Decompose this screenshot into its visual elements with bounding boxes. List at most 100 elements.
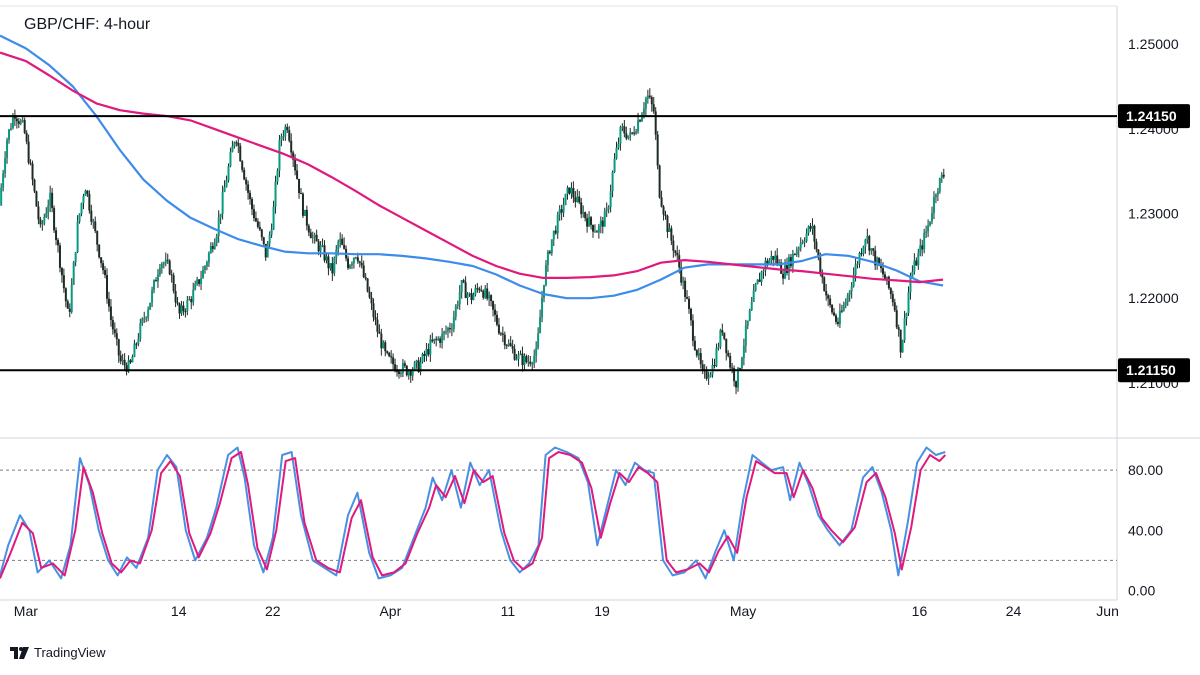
candle-body-177 bbox=[347, 258, 350, 269]
candle-body-195 bbox=[382, 342, 385, 349]
candle-body-271 bbox=[531, 363, 534, 365]
candle-body-151 bbox=[296, 170, 299, 179]
candle-body-307 bbox=[601, 220, 604, 227]
candle-body-226 bbox=[443, 331, 446, 334]
candle-body-340 bbox=[666, 215, 669, 232]
candle-body-286 bbox=[560, 209, 563, 213]
candle-body-71 bbox=[139, 323, 142, 339]
candle-body-471 bbox=[923, 233, 926, 250]
candle-body-173 bbox=[339, 238, 342, 242]
candle-body-129 bbox=[252, 209, 255, 219]
candle-body-344 bbox=[674, 250, 677, 253]
candle-body-415 bbox=[813, 225, 816, 242]
candle-body-460 bbox=[901, 340, 904, 353]
oscillator-axis[interactable]: 80.00 40.00 0.00 bbox=[1128, 462, 1163, 598]
level-label-0: 1.24150 bbox=[1126, 108, 1177, 124]
candle-body-464 bbox=[909, 277, 912, 293]
candle-body-61 bbox=[119, 355, 122, 362]
candle-body-95 bbox=[186, 300, 189, 312]
candle-body-85 bbox=[166, 259, 169, 261]
candle-body-372 bbox=[729, 355, 732, 368]
candle-body-196 bbox=[384, 342, 387, 352]
candle-body-118 bbox=[231, 146, 234, 153]
time-tick-9: Jun bbox=[1096, 603, 1119, 619]
candle-body-285 bbox=[558, 209, 561, 215]
candle-body-23 bbox=[45, 212, 48, 218]
horizontal-levels[interactable]: 1.24150 1.21150 bbox=[0, 104, 1190, 383]
candle-body-291 bbox=[570, 187, 573, 194]
candle-body-31 bbox=[60, 267, 63, 276]
candle-body-10 bbox=[19, 120, 22, 124]
candle-body-443 bbox=[868, 236, 871, 251]
candle-body-128 bbox=[251, 199, 254, 210]
candle-body-2 bbox=[4, 157, 7, 174]
candle-body-312 bbox=[611, 172, 614, 192]
tradingview-logo[interactable]: TradingView bbox=[10, 645, 106, 660]
candle-body-210 bbox=[411, 370, 414, 376]
candle-body-116 bbox=[227, 166, 230, 181]
candle-body-290 bbox=[568, 187, 571, 194]
candle-body-258 bbox=[505, 345, 508, 347]
candle-body-386 bbox=[756, 279, 759, 285]
candle-body-69 bbox=[135, 343, 138, 345]
candle-body-76 bbox=[149, 302, 152, 310]
candle-body-11 bbox=[21, 120, 24, 122]
candle-body-309 bbox=[605, 209, 608, 212]
candle-body-451 bbox=[883, 274, 886, 279]
candle-body-34 bbox=[66, 301, 69, 309]
candle-body-389 bbox=[762, 270, 765, 272]
candle-body-337 bbox=[660, 197, 663, 207]
candle-body-201 bbox=[394, 364, 397, 372]
candle-body-29 bbox=[57, 239, 60, 246]
candle-body-91 bbox=[178, 303, 181, 314]
candle-body-278 bbox=[544, 264, 547, 285]
candle-body-53 bbox=[104, 270, 107, 276]
candle-body-420 bbox=[823, 277, 826, 291]
candle-body-110 bbox=[215, 236, 218, 244]
candle-body-447 bbox=[876, 257, 879, 266]
candle-body-107 bbox=[209, 245, 212, 254]
candle-body-16 bbox=[31, 163, 34, 180]
candle-body-221 bbox=[433, 338, 436, 342]
candle-body-32 bbox=[62, 275, 65, 289]
time-tick-7: 16 bbox=[912, 603, 928, 619]
candle-body-27 bbox=[53, 208, 56, 231]
candle-body-159 bbox=[311, 237, 314, 239]
candle-body-341 bbox=[668, 228, 671, 232]
candle-body-22 bbox=[43, 217, 46, 224]
candle-body-470 bbox=[921, 245, 924, 250]
candle-body-316 bbox=[619, 127, 622, 144]
time-axis[interactable]: Mar 14 22 Apr 11 19 May 16 24 Jun bbox=[14, 603, 1119, 619]
candle-body-331 bbox=[648, 95, 651, 98]
candle-body-21 bbox=[41, 223, 44, 225]
candle-body-26 bbox=[51, 192, 54, 209]
tradingview-logo-text: TradingView bbox=[34, 645, 106, 660]
candle-body-179 bbox=[350, 263, 353, 266]
candle-body-399 bbox=[782, 273, 785, 279]
candle-body-43 bbox=[84, 190, 87, 197]
candle-body-222 bbox=[435, 338, 438, 340]
candle-body-249 bbox=[488, 295, 491, 299]
candle-body-409 bbox=[801, 242, 804, 244]
candle-body-230 bbox=[450, 329, 453, 331]
candle-body-469 bbox=[919, 245, 922, 254]
candle-body-299 bbox=[586, 218, 589, 227]
candle-body-111 bbox=[217, 217, 220, 237]
candle-body-379 bbox=[742, 345, 745, 359]
candle-body-446 bbox=[874, 250, 877, 266]
candle-body-481 bbox=[942, 174, 945, 177]
candle-body-272 bbox=[533, 355, 536, 364]
candle-body-57 bbox=[111, 319, 114, 330]
candle-body-370 bbox=[725, 338, 728, 353]
candle-body-88 bbox=[172, 275, 175, 292]
candle-body-238 bbox=[466, 294, 469, 298]
candle-body-383 bbox=[750, 301, 753, 311]
candle-body-134 bbox=[262, 237, 265, 244]
price-tick-2: 1.23000 bbox=[1128, 206, 1179, 222]
candle-body-264 bbox=[517, 354, 520, 360]
candle-body-284 bbox=[556, 214, 559, 234]
candle-body-231 bbox=[452, 317, 455, 330]
candle-body-479 bbox=[938, 178, 941, 192]
